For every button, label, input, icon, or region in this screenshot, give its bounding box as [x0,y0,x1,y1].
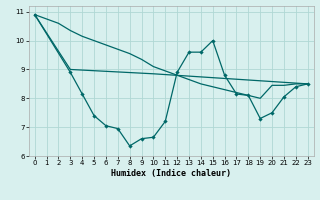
X-axis label: Humidex (Indice chaleur): Humidex (Indice chaleur) [111,169,231,178]
